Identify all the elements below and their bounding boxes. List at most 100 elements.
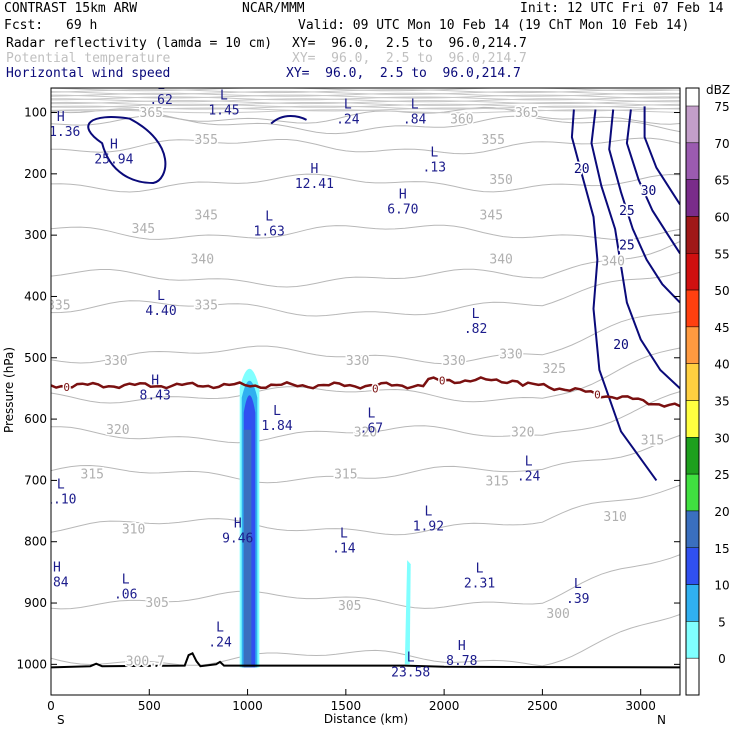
extremum-marker: L [220, 88, 228, 103]
theta-label: 315 [334, 467, 357, 482]
theta-contour-315 [51, 434, 680, 484]
extremum-h: H12.41 [295, 162, 334, 192]
theta-label: 330 [499, 348, 522, 363]
extremum-marker: H [234, 516, 242, 531]
theta-contour-335 [51, 271, 680, 317]
theta-contour-340 [51, 240, 680, 288]
plot-frame [50, 87, 681, 696]
extremum-value: 23.58 [391, 666, 430, 681]
field-theta-xy: XY= 96.0, 2.5 to 96.0,214.7 [292, 51, 527, 66]
y-tick-label: 300 [24, 228, 47, 242]
extremum-value: .13 [423, 160, 446, 175]
extremum-value: .24 [208, 636, 232, 651]
center-title: NCAR/MMM [242, 1, 305, 16]
extremum-marker: L [157, 289, 165, 304]
x-tick-label: 2500 [527, 699, 558, 713]
x-tick-label: 1000 [232, 699, 263, 713]
theta-label: 320 [511, 426, 534, 441]
colorbar-swatch [685, 547, 700, 585]
extremum-l: L4.40 [145, 289, 176, 319]
theta-label: 300 [546, 607, 569, 622]
colorbar-label: 50 [714, 284, 729, 298]
extremum-marker: L [476, 562, 484, 577]
extremum-value: .82 [464, 322, 487, 337]
x-tick-label: 0 [47, 699, 55, 713]
colorbar-frame [685, 87, 700, 696]
theta-contour-310 [51, 484, 680, 536]
extremum-l: L.62 [149, 88, 172, 108]
extremum-marker: L [407, 651, 415, 666]
extremum-value: .39 [566, 592, 589, 607]
wind-speed-label: 25 [619, 239, 635, 254]
extremum-marker: L [340, 527, 348, 542]
theta-contour-upper [51, 94, 680, 99]
colorbar-swatch [685, 510, 700, 548]
extremum-value: 21.36 [41, 125, 80, 140]
theta-label: 365 [140, 106, 163, 121]
extremum-marker: L [472, 307, 480, 322]
init-time: Init: 12 UTC Fri 07 Feb 14 [520, 1, 724, 16]
extremum-l: L.14 [332, 527, 356, 557]
fcst-label: Fcst: [4, 18, 44, 33]
wind-speed-label: 25 [619, 204, 635, 219]
y-tick-label: 400 [24, 289, 47, 303]
extremum-marker: H [458, 639, 466, 654]
extremum-l: L.84 [403, 98, 427, 128]
theta-contour-350 [51, 173, 680, 193]
extremum-value: .24 [336, 113, 360, 128]
extremum-marker: L [122, 573, 130, 588]
extremum-l: L1.10 [51, 478, 76, 508]
colorbar-swatch [685, 363, 700, 401]
theta-label: 345 [132, 222, 155, 237]
theta-label: 360 [450, 112, 473, 127]
theta-label: 320 [354, 426, 377, 441]
y-tick-label: 600 [24, 412, 47, 426]
extremum-marker: L [265, 210, 273, 225]
extremum-marker: L [367, 407, 375, 422]
colorbar-label: 55 [714, 247, 729, 261]
valid-time: Valid: 09 UTC Mon 10 Feb 14 (19 ChT Mon … [298, 18, 690, 33]
theta-label: 315 [641, 434, 664, 449]
theta-contour-345 [51, 224, 680, 241]
wind-speed-contour [590, 109, 680, 390]
wind-speed-label: 20 [613, 338, 629, 353]
extremum-l: L23.58 [391, 651, 430, 681]
colorbar-label: 40 [714, 358, 729, 372]
theta-contour-upper [51, 109, 680, 114]
theta-label: 325 [542, 362, 565, 377]
colorbar-label: 30 [714, 431, 729, 445]
extremum-marker: L [216, 621, 224, 636]
y-tick-label: 800 [24, 535, 47, 549]
extremum-value: 25.94 [94, 152, 133, 167]
x-left-end-label: S [57, 713, 65, 727]
wind-speed-label: 20 [574, 162, 590, 177]
x-tick-label: 500 [138, 699, 161, 713]
terrain-surface [51, 651, 680, 669]
theta-label: 340 [191, 253, 214, 268]
extremum-h: H.84 [51, 560, 69, 590]
colorbar-label: 25 [714, 468, 729, 482]
extremum-marker: L [525, 454, 533, 469]
colorbar-swatch [685, 400, 700, 438]
extremum-l: L.82 [464, 307, 487, 337]
model-title: CONTRAST 15km ARW [4, 1, 138, 16]
colorbar-label: 15 [714, 542, 729, 556]
colorbar-swatch [685, 289, 700, 328]
extremum-marker: L [411, 98, 419, 113]
extremum-value: 1.92 [413, 520, 444, 535]
zero-isotherm [51, 376, 680, 408]
theta-contour-300 [51, 614, 680, 667]
colorbar-label: 70 [714, 137, 729, 151]
extremum-l: L1.63 [254, 210, 285, 240]
extremum-l: L.24 [517, 454, 541, 484]
extremum-value: .14 [332, 542, 356, 557]
y-tick-label: 200 [24, 167, 47, 181]
extremum-marker: L [57, 478, 65, 493]
y-tick-label: 900 [24, 596, 47, 610]
colorbar-label: 0 [718, 652, 726, 666]
extremum-marker: H [57, 110, 65, 125]
extremum-h: H8.78 [446, 639, 477, 669]
colorbar-swatch [685, 657, 700, 696]
colorbar-label: 60 [714, 210, 729, 224]
theta-label: 305 [338, 599, 361, 614]
